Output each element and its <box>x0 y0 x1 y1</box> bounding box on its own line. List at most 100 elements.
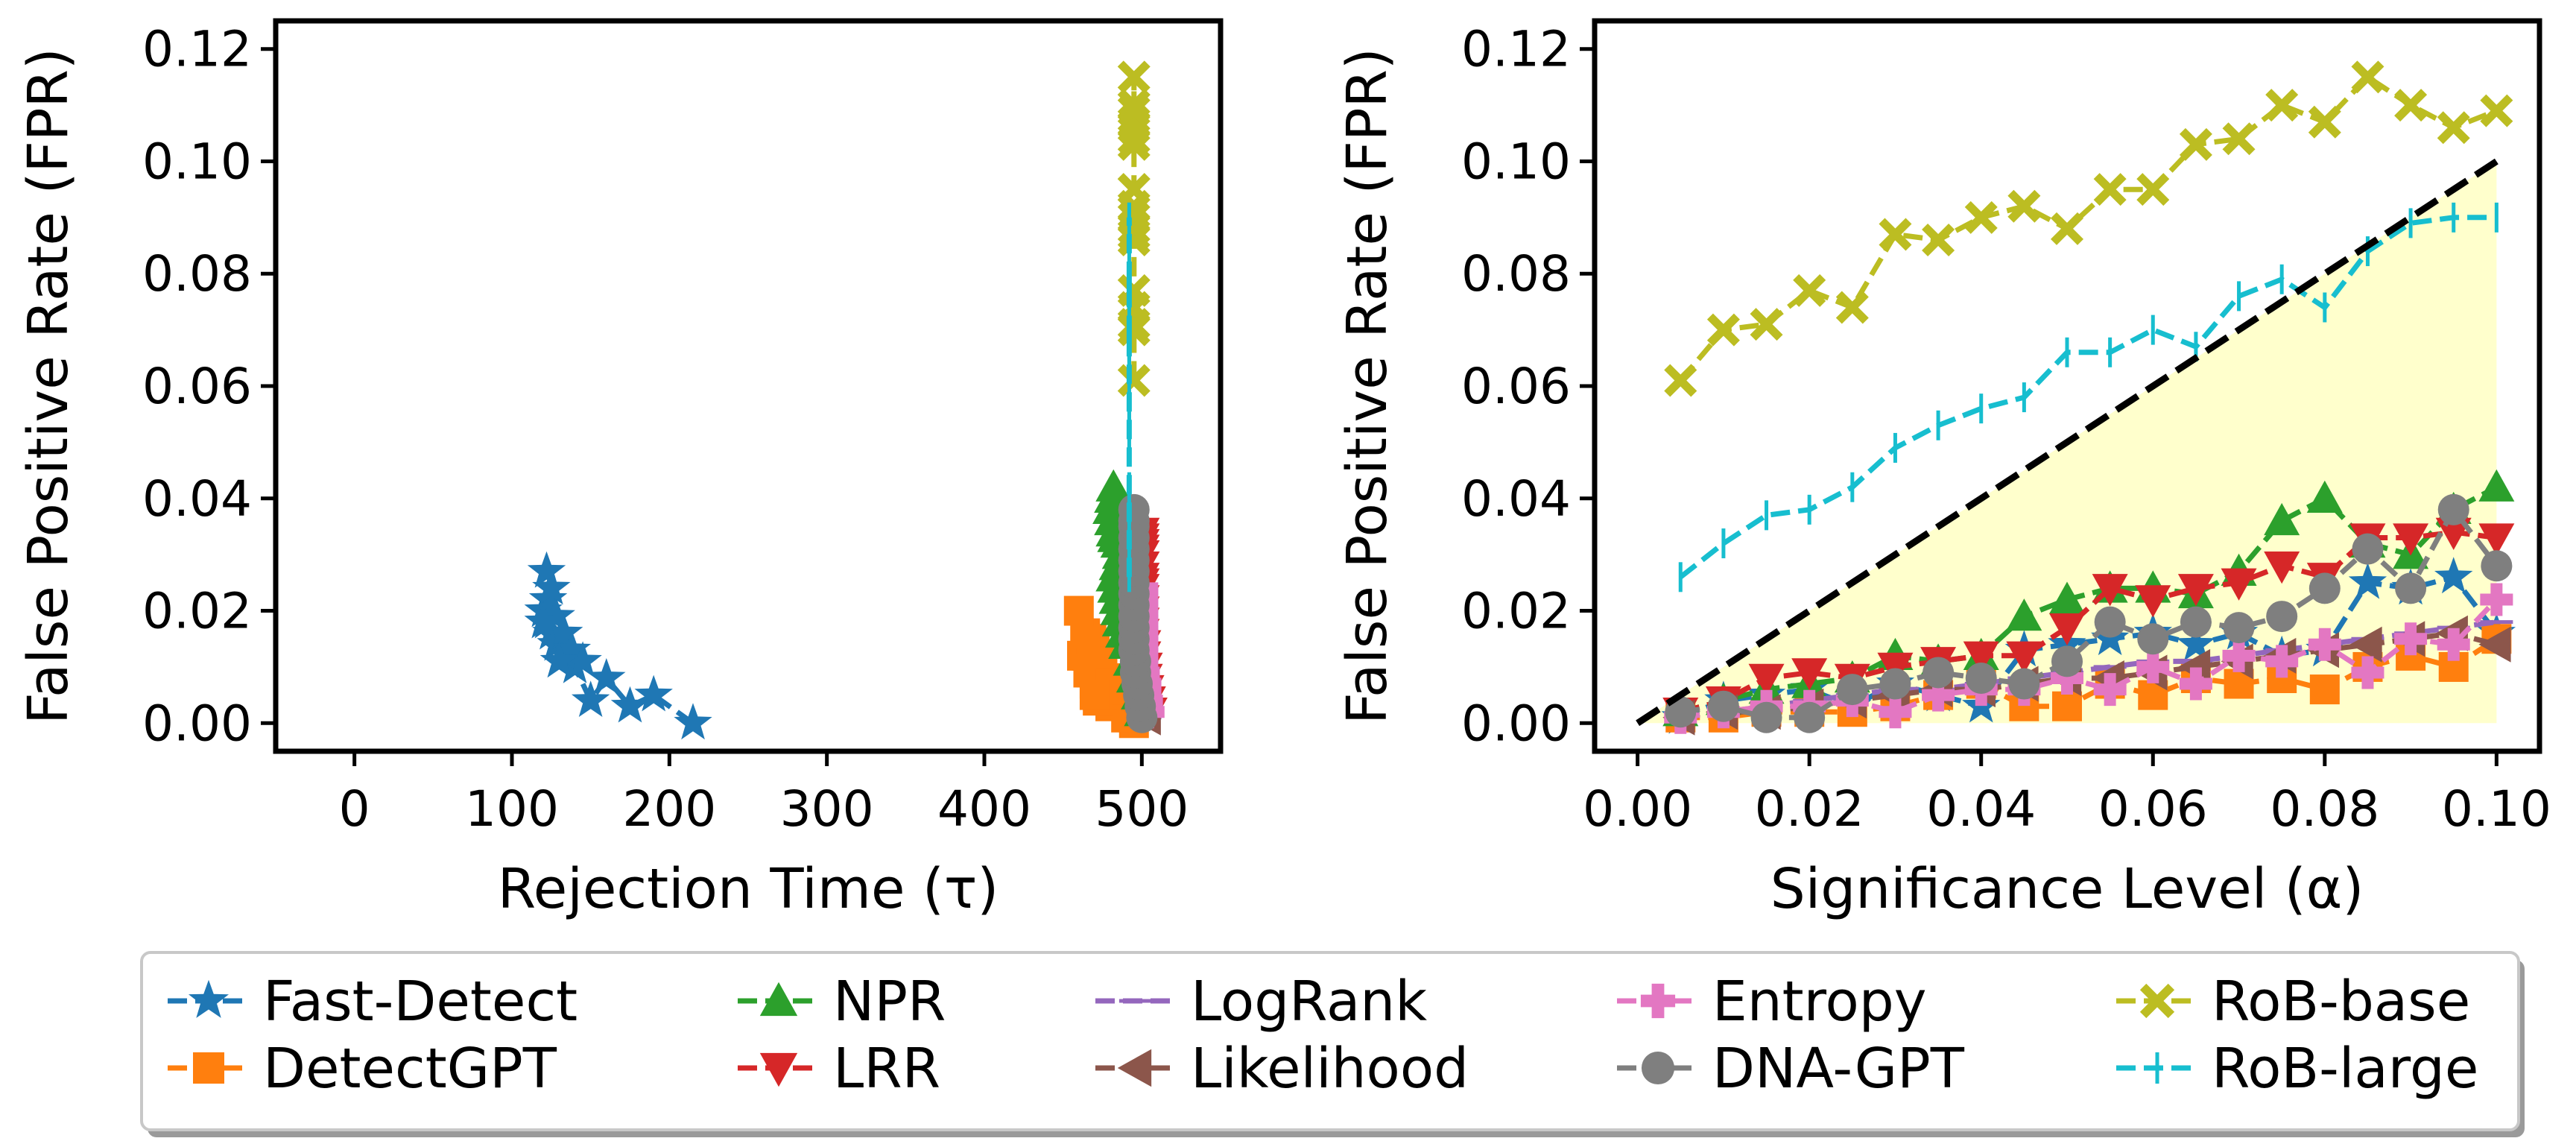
left-y-tick-label: 0.00 <box>142 695 252 752</box>
left-point-dna-gpt <box>1118 493 1150 525</box>
right-y-tick-label: 0.12 <box>1461 21 1571 78</box>
right-point-dna-gpt <box>1794 701 1826 733</box>
left-point-fast-detect <box>532 568 571 605</box>
right-x-tick-label: 0.06 <box>2098 780 2208 838</box>
right-point-dna-gpt <box>2308 572 2341 604</box>
right-point-fast-detect <box>2434 557 2473 594</box>
left-point-fast-detect <box>524 601 563 639</box>
left-y-tick-label: 0.06 <box>142 358 252 415</box>
right-point-entropy <box>2093 673 2127 707</box>
right-x-ticks: 0.00 0.02 0.04 0.06 0.08 0.10 <box>1583 751 2551 838</box>
left-x-ticks: 0 100 200 300 400 500 <box>339 751 1189 838</box>
left-point-fast-detect <box>634 674 673 712</box>
right-point-rob-base <box>2480 94 2513 127</box>
left-series-dna-gpt <box>1118 493 1158 733</box>
right-y-ticks: 0.00 0.02 0.04 0.06 0.08 0.10 0.12 <box>1461 21 1595 752</box>
right-point-rob-base <box>2136 173 2170 206</box>
left-chart-marks <box>524 60 1168 740</box>
left-point-rob-base <box>1117 364 1151 397</box>
right-point-dna-gpt <box>2481 550 2513 582</box>
right-point-lrr <box>1791 658 1828 691</box>
left-point-detectgpt <box>1063 595 1094 626</box>
legend-label-npr: NPR <box>833 970 946 1034</box>
left-point-rob-base <box>1117 291 1151 324</box>
right-point-rob-base <box>2093 173 2127 206</box>
right-x-tick-label: 0.02 <box>1755 780 1864 838</box>
left-point-rob-base <box>1117 94 1151 127</box>
legend-marker-detectgpt <box>193 1052 224 1084</box>
right-x-tick-label: 0.00 <box>1583 780 1692 838</box>
right-point-rob-base <box>1793 274 1826 307</box>
right-point-rob-base <box>2351 60 2384 94</box>
right-point-rob-base <box>1706 313 1740 347</box>
right-reference-line <box>1636 158 2499 727</box>
right-point-lrr <box>2092 574 2128 607</box>
right-x-axis-label: Significance Level (α) <box>1770 857 2364 921</box>
right-series-rob-base <box>1664 60 2513 397</box>
right-point-rob-base <box>2308 105 2341 139</box>
right-point-dna-gpt <box>2180 606 2212 638</box>
left-point-fast-detect <box>587 658 626 695</box>
right-point-dna-gpt <box>1707 690 1739 722</box>
legend-entry-dna-gpt: DNA-GPT <box>1617 1037 1965 1101</box>
right-line-rob-large <box>1679 215 2497 580</box>
right-point-dna-gpt <box>2352 533 2384 565</box>
right-point-rob-base <box>2394 89 2428 122</box>
legend-marker-npr <box>759 982 798 1017</box>
right-point-dna-gpt <box>1836 674 1868 706</box>
right-point-npr <box>2006 598 2042 631</box>
right-series-dna-gpt <box>1665 493 2513 733</box>
left-x-tick-label: 500 <box>1095 780 1189 838</box>
legend-marker-entropy <box>1640 983 1676 1019</box>
right-y-axis-label: False Positive Rate (FPR) <box>1335 48 1399 724</box>
legend-marker-fast-detect <box>189 979 229 1018</box>
right-point-rob-base <box>1964 200 1998 234</box>
legend-box <box>140 951 2520 1131</box>
right-point-lrr <box>2135 585 2171 618</box>
legend-entry-entropy: Entropy <box>1617 970 1927 1034</box>
right-point-dna-gpt <box>1879 668 1911 700</box>
right-x-tick-label: 0.10 <box>2442 780 2551 838</box>
left-x-tick-label: 300 <box>780 780 874 838</box>
legend-label-logrank: LogRank <box>1191 970 1427 1034</box>
right-y-tick-label: 0.08 <box>1461 245 1571 303</box>
legend-entry-fast-detect: Fast-Detect <box>168 970 577 1034</box>
left-point-rob-base <box>1117 212 1151 245</box>
right-point-npr <box>2306 480 2343 513</box>
legend-label-detectgpt: DetectGPT <box>263 1037 557 1101</box>
right-point-rob-base <box>2179 127 2212 161</box>
left-y-tick-label: 0.04 <box>142 470 252 528</box>
left-series-rob-base <box>1117 60 1151 397</box>
right-point-rob-base <box>2265 89 2299 122</box>
legend-entry-npr: NPR <box>738 970 946 1034</box>
right-series-rob-large <box>1678 202 2499 592</box>
right-point-rob-base <box>2007 189 2041 223</box>
right-y-tick-label: 0.02 <box>1461 583 1571 640</box>
left-y-tick-label: 0.08 <box>142 245 252 303</box>
right-point-dna-gpt <box>2008 668 2040 700</box>
right-point-dna-gpt <box>2395 572 2427 604</box>
left-point-fast-detect <box>545 613 583 650</box>
right-point-entropy <box>2179 667 2212 701</box>
right-point-entropy <box>2265 645 2299 678</box>
legend-label-rob-base: RoB-base <box>2212 970 2470 1034</box>
right-x-tick-label: 0.08 <box>2270 780 2379 838</box>
right-y-tick-label: 0.04 <box>1461 470 1571 528</box>
right-point-lrr <box>1748 663 1785 696</box>
right-point-rob-base <box>1922 224 1955 256</box>
right-point-fast-detect <box>2177 624 2215 661</box>
legend-label-rob-large: RoB-large <box>2212 1037 2478 1101</box>
right-point-npr <box>2478 469 2515 502</box>
left-x-tick-label: 200 <box>622 780 716 838</box>
right-point-dna-gpt <box>2094 606 2126 638</box>
legend-marker-rob-base <box>2139 983 2175 1019</box>
right-point-rob-base <box>1664 364 1697 397</box>
left-chart-panel: 0 100 200 300 400 500 0.00 0.02 0.04 0.06 0.08 0.1… <box>16 18 1224 921</box>
right-point-entropy <box>2136 650 2170 683</box>
left-point-fast-detect <box>537 596 575 633</box>
right-point-rob-base <box>1750 308 1783 341</box>
left-point-fast-detect <box>539 641 579 678</box>
right-point-lrr <box>2006 641 2042 674</box>
right-point-dna-gpt <box>2223 612 2255 644</box>
left-x-axis-label: Rejection Time (τ) <box>498 857 999 921</box>
